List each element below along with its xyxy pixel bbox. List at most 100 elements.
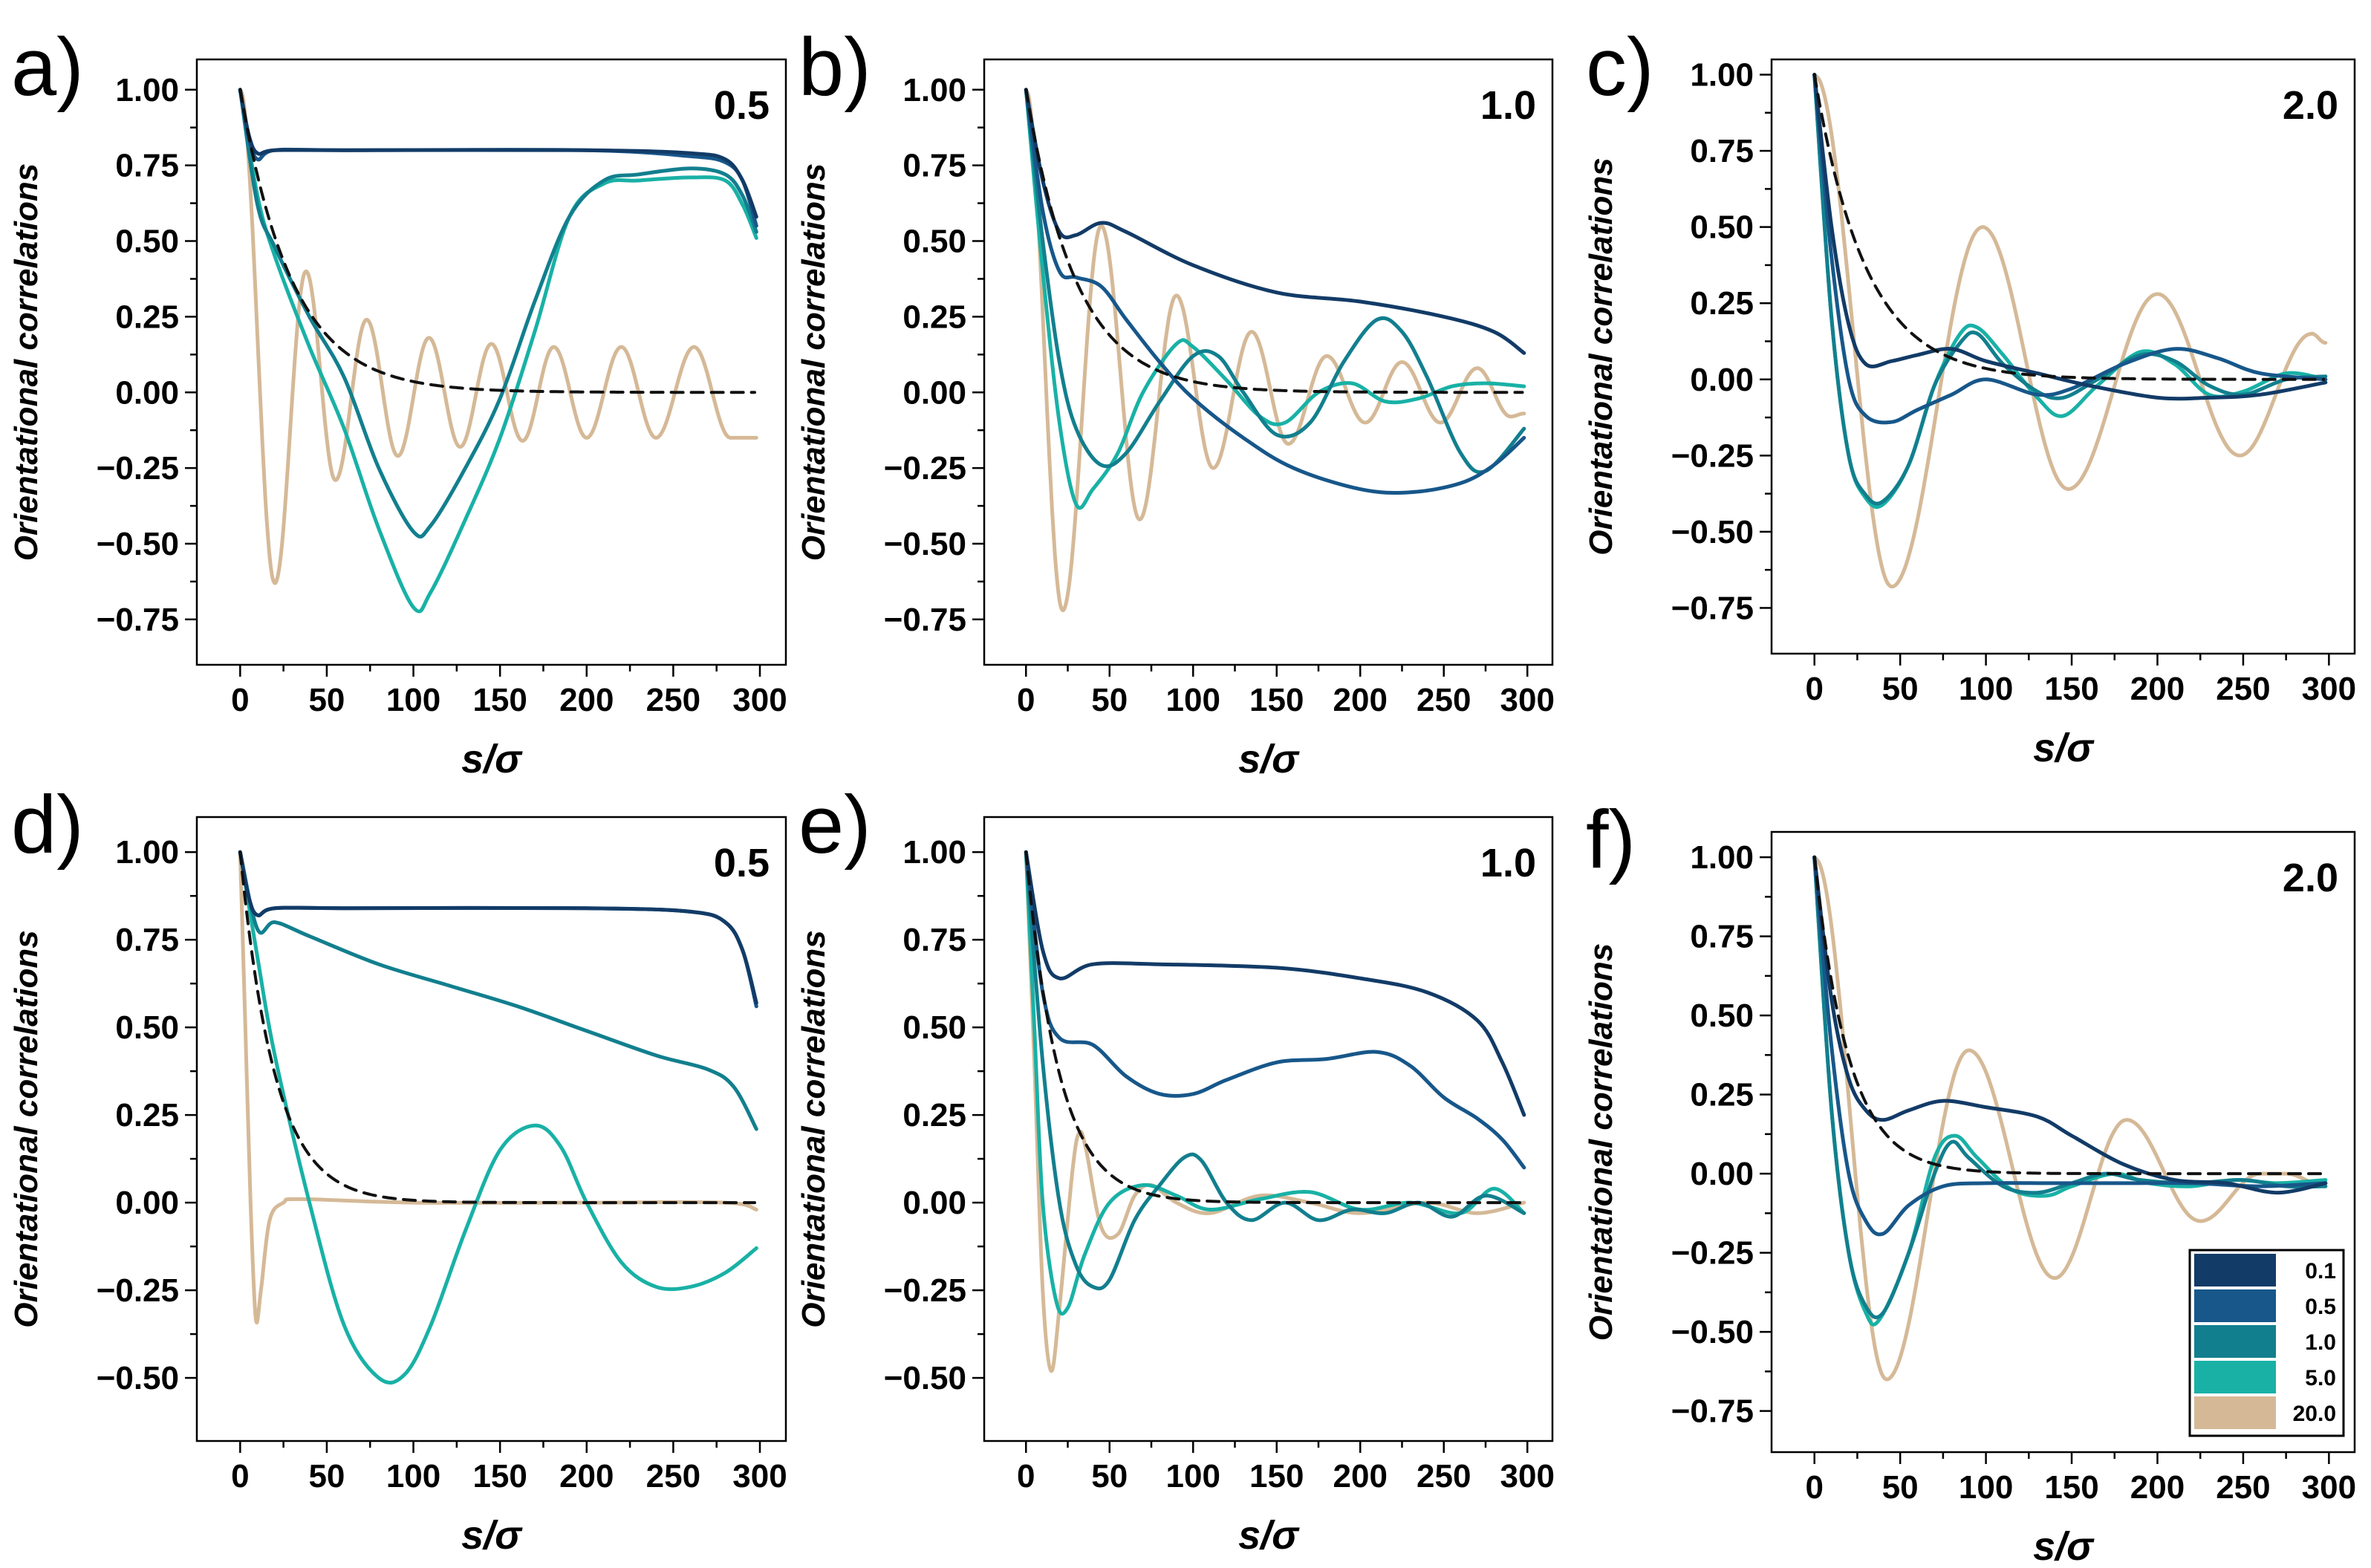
legend: 0.1 0.5 1.0 5.0 20.0 [2188,1249,2345,1437]
panel-annotation: 2.0 [2283,856,2338,900]
series-line-0-1 [1024,850,1526,1117]
x-tick-label: 100 [386,1458,440,1494]
x-tick-label: 250 [1417,1458,1471,1494]
series-line-1-0 [238,850,758,1131]
x-tick-label: 200 [559,1458,614,1494]
plot-area [1024,88,1526,613]
y-tick-label: 0.00 [1690,362,1754,398]
series-line-0-1 [1812,73,2328,401]
y-tick-label: −0.50 [97,526,179,562]
legend-label-0-1: 0.1 [2305,1259,2336,1284]
series-line-5-0 [238,88,758,614]
x-tick-label: 300 [2302,1469,2356,1506]
x-axis-title: s/σ [2033,1524,2095,1564]
x-tick-label: 250 [2216,671,2270,707]
series-line-5-0 [1812,73,2328,510]
x-tick-label: 100 [1959,671,2013,707]
series-line-0-1 [1024,88,1526,355]
x-tick-label: 200 [1333,682,1388,718]
plot-frame [195,58,787,666]
x-tick-label: 250 [646,1458,700,1494]
series-line-reference [238,850,756,1205]
series-line-0-5 [1812,73,2328,425]
panel-d: 0 50 100 150 200 250 300−0.50−0.250.000.250.50… [8,779,787,1558]
x-axis-title: s/σ [461,737,523,781]
y-tick-label: 0.75 [115,922,179,958]
x-tick-label: 50 [308,1458,345,1494]
plot-frame [983,58,1554,666]
y-tick-label: 0.00 [115,374,179,411]
x-tick-label: 100 [1166,682,1220,718]
series-line-5-0 [238,850,758,1385]
plot-frame [1770,830,2356,1454]
y-tick-label: −0.50 [97,1360,179,1396]
x-tick-label: 150 [1249,682,1304,718]
plot-frame [983,816,1554,1442]
y-tick-label: 0.50 [1690,998,1754,1034]
series-line-5-0 [1024,88,1526,510]
x-tick-label: 50 [1882,1469,1919,1506]
x-tick-label: 250 [1417,682,1471,718]
panel-b: 0 50 100 150 200 250 300 −0.75 −0.50 −0.25 0.00 0.2… [796,22,1555,781]
y-tick-label: 0.50 [115,224,179,260]
series-line-1-0 [1812,73,2328,506]
plot-area [238,850,758,1385]
y-tick-label: 0.25 [902,1097,966,1133]
series-line-20-0 [1812,73,2328,589]
series-line-20-0 [238,850,758,1325]
plot-area [1812,855,2328,1382]
y-tick-label: 0.25 [902,299,966,335]
x-tick-label: 0 [1805,671,1823,707]
x-tick-label: 50 [1091,1458,1128,1494]
y-tick-label: 1.00 [1690,839,1754,876]
y-tick-label: 0.25 [1690,1077,1754,1113]
y-axis-title: Orientational correlations [1583,157,1619,555]
panel-letter: d) [11,779,84,871]
y-tick-label: 0.25 [1690,285,1754,322]
x-axis-title: s/σ [461,1513,523,1558]
series-line-0-5 [238,88,758,228]
x-tick-label: 100 [1166,1458,1220,1494]
y-tick-label: 0.00 [115,1185,179,1221]
x-tick-label: 200 [559,682,614,718]
panel-letter: b) [799,22,871,113]
x-tick-label: 200 [2130,671,2185,707]
series-line-20-0 [1024,88,1526,613]
plot-frame [195,816,787,1442]
series-line-20-0 [238,88,758,585]
x-tick-label: 150 [472,682,527,718]
y-tick-label: 0.25 [115,1097,179,1133]
y-tick-label: −0.25 [884,1272,966,1309]
y-tick-label: 0.75 [1690,919,1754,955]
y-tick-label: −0.75 [97,602,179,638]
legend-swatch-1-0 [2194,1325,2276,1358]
plot-area [1024,850,1526,1373]
y-tick-label: −0.25 [1671,437,1754,474]
x-tick-label: 150 [1249,1458,1304,1494]
series-line-0-1 [1812,855,2328,1195]
panel-annotation: 0.5 [714,841,770,885]
panel-a: 0 50 100 150 200 250 300 −0.75 −0.50 −0.25 0.00 0.2… [8,22,787,781]
panel-letter: a) [11,22,84,113]
x-tick-label: 200 [1333,1458,1388,1494]
plot-frame [1770,58,2356,655]
x-tick-label: 300 [732,682,787,718]
x-tick-label: 100 [1959,1469,2013,1506]
series-line-reference [1024,88,1524,394]
series-line-0-5 [238,850,758,1009]
y-tick-label: −0.25 [97,450,179,487]
series-line-reference [238,88,756,394]
y-tick-label: −0.50 [1671,514,1754,550]
legend-label-1-0: 1.0 [2305,1330,2336,1355]
panel-f: 0 50 100 150 200 250 300 −0.75 −0.50 −0.25 0.00 0.2… [1583,794,2356,1568]
series-line-20-0 [1024,850,1526,1373]
y-tick-label: 0.75 [1690,133,1754,169]
y-tick-label: −0.75 [1671,1393,1754,1430]
panel-e: 0 50 100 150 200 250 300 −0.50 −0.25 0.00 0.25 0.50… [796,779,1555,1558]
x-tick-label: 250 [646,682,700,718]
panel-letter: c) [1586,22,1654,113]
legend-label-0-5: 0.5 [2305,1295,2336,1319]
y-tick-label: 0.50 [115,1009,179,1046]
y-axis-title: Orientational correlations [8,163,45,561]
